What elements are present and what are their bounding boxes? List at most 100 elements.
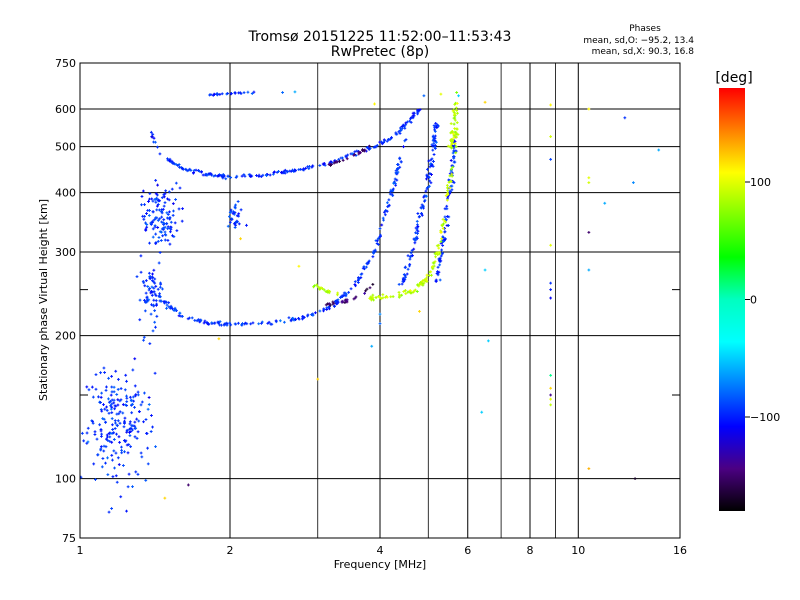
data-point (113, 419, 117, 423)
data-point (154, 284, 158, 288)
data-point (128, 420, 132, 424)
data-point (603, 201, 607, 205)
data-point (153, 217, 157, 221)
data-point (432, 141, 436, 145)
data-point (449, 159, 453, 162)
data-point (336, 298, 340, 302)
data-point (138, 318, 142, 322)
data-point (129, 398, 133, 402)
data-point (438, 263, 442, 267)
data-point (168, 242, 172, 246)
data-point (161, 208, 165, 211)
data-point (236, 220, 239, 224)
data-point (197, 169, 201, 173)
data-point (154, 325, 157, 329)
data-point (353, 283, 357, 286)
data-point (85, 385, 89, 389)
data-point (148, 209, 151, 212)
data-point (321, 162, 325, 166)
data-point (233, 91, 237, 95)
data-point (446, 193, 450, 196)
data-point (125, 429, 129, 433)
data-point (455, 127, 459, 131)
data-point (165, 222, 169, 226)
data-point (246, 90, 250, 94)
data-point (587, 176, 591, 180)
data-point (446, 186, 449, 190)
data-point (420, 206, 423, 210)
data-point (151, 329, 155, 333)
data-point (420, 280, 424, 283)
data-point (82, 439, 86, 443)
data-point (113, 466, 116, 470)
data-point (189, 168, 193, 172)
data-point (94, 478, 97, 481)
data-point (171, 307, 174, 311)
data-point (181, 207, 184, 211)
data-point (174, 162, 178, 166)
data-point (408, 263, 412, 266)
data-point (406, 254, 410, 258)
data-point (100, 465, 104, 469)
data-point (420, 211, 423, 215)
data-point (549, 397, 553, 401)
data-point (152, 298, 156, 302)
x-tick-label: 10 (571, 544, 585, 557)
data-point (370, 344, 374, 348)
data-point (436, 253, 440, 257)
data-point (549, 393, 553, 397)
data-point (151, 133, 155, 136)
data-point (162, 193, 166, 197)
data-point (158, 208, 161, 212)
data-point (434, 125, 438, 129)
data-point (384, 209, 388, 213)
data-point (363, 267, 366, 271)
data-point (107, 510, 111, 514)
data-point (401, 278, 405, 281)
data-point (410, 249, 414, 252)
data-point (131, 428, 134, 432)
data-point (101, 417, 105, 420)
data-point (151, 210, 155, 214)
data-point (431, 261, 435, 265)
data-point (144, 227, 148, 231)
data-point (149, 130, 153, 134)
data-point (445, 198, 449, 202)
data-point (142, 338, 145, 342)
data-point (233, 211, 237, 215)
data-point (435, 140, 438, 144)
data-point (271, 172, 275, 176)
data-point (417, 215, 421, 219)
data-point (446, 195, 450, 199)
data-point (433, 130, 437, 133)
data-point (171, 213, 175, 217)
data-point (147, 298, 151, 302)
data-point (416, 112, 419, 116)
data-point (403, 289, 407, 292)
data-point (106, 439, 110, 442)
data-point (237, 222, 241, 226)
data-point (110, 402, 114, 406)
data-point (178, 311, 182, 315)
data-point (398, 131, 402, 135)
data-point (94, 373, 98, 376)
data-point (177, 314, 181, 318)
data-point (371, 295, 375, 299)
data-point (450, 184, 454, 188)
data-point (154, 299, 158, 302)
data-point (362, 149, 366, 153)
data-point (158, 285, 162, 289)
data-point (430, 164, 434, 167)
data-point (105, 405, 108, 409)
data-point (371, 255, 375, 259)
data-point (332, 304, 336, 308)
data-point (376, 243, 380, 246)
data-point (200, 170, 203, 174)
data-point (111, 428, 115, 431)
data-point (416, 283, 420, 287)
data-point (418, 108, 422, 112)
data-point (287, 316, 291, 320)
data-point (133, 405, 136, 409)
data-point (166, 213, 170, 216)
data-point (232, 222, 236, 226)
